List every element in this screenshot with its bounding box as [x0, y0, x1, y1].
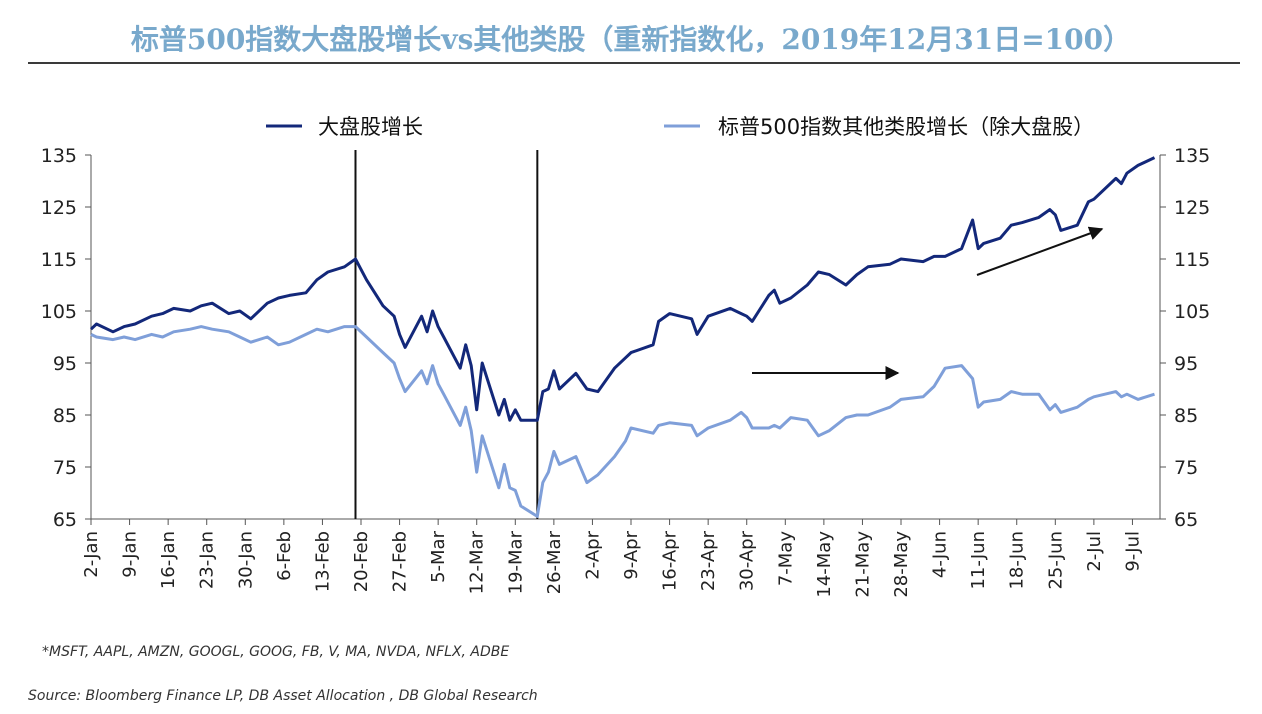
x-tick-label: 27-Feb — [390, 531, 411, 592]
x-tick-label: 30-Jan — [235, 531, 256, 589]
x-tick-label: 14-May — [814, 531, 835, 598]
x-tick-label: 28-May — [891, 531, 912, 598]
x-tick-label: 21-May — [852, 531, 873, 598]
x-tick-label: 16-Apr — [660, 530, 681, 591]
source-note: Source: Bloomberg Finance LP, DB Asset A… — [28, 688, 538, 704]
y-tick-label-right: 85 — [1174, 405, 1198, 427]
y-tick-label-right: 95 — [1174, 353, 1198, 375]
x-tick-label: 7-May — [775, 531, 796, 587]
y-tick-label-left: 65 — [53, 509, 77, 531]
y-tick-label-left: 105 — [41, 301, 77, 323]
x-tick-label: 30-Apr — [737, 530, 758, 591]
x-tick-label: 12-Mar — [467, 530, 488, 594]
x-tick-label: 2-Jul — [1084, 531, 1105, 572]
chart-title: 标普500指数大盘股增长vs其他类股（重新指数化，2019年12月31日=100… — [130, 23, 1132, 56]
x-tick-label: 2-Jan — [81, 531, 102, 578]
x-tick-label: 9-Apr — [621, 530, 642, 579]
y-tick-label-left: 125 — [41, 197, 77, 219]
x-tick-label: 26-Mar — [544, 530, 565, 594]
x-tick-label: 4-Jun — [930, 531, 951, 578]
y-tick-label-right: 125 — [1174, 197, 1210, 219]
legend-label-mega-cap: 大盘股增长 — [318, 115, 423, 139]
x-tick-label: 25-Jun — [1045, 531, 1066, 590]
x-tick-label: 18-Jun — [1007, 531, 1028, 590]
trend-arrow-mega-cap — [976, 226, 1104, 276]
y-tick-label-left: 75 — [53, 457, 77, 479]
x-tick-label: 23-Apr — [698, 530, 719, 591]
y-tick-label-left: 135 — [41, 145, 77, 167]
x-tick-label: 13-Feb — [312, 531, 333, 592]
x-tick-label: 5-Mar — [428, 530, 449, 583]
title-divider — [28, 62, 1240, 64]
y-tick-label-left: 95 — [53, 353, 77, 375]
x-tick-label: 2-Apr — [582, 530, 603, 579]
footnote: *MSFT, AAPL, AMZN, GOOGL, GOOG, FB, V, M… — [42, 644, 510, 660]
x-tick-label: 23-Jan — [197, 531, 218, 589]
y-tick-label-right: 75 — [1174, 457, 1198, 479]
y-tick-label-right: 115 — [1174, 249, 1210, 271]
y-tick-label-left: 85 — [53, 405, 77, 427]
x-tick-label: 16-Jan — [158, 531, 179, 589]
y-tick-label-left: 115 — [41, 249, 77, 271]
series-line-rest — [90, 325, 1155, 518]
x-tick-label: 19-Mar — [505, 530, 526, 594]
y-tick-label-right: 135 — [1174, 145, 1210, 167]
x-tick-label: 9-Jul — [1122, 531, 1143, 572]
x-tick-label: 9-Jan — [120, 531, 141, 578]
x-tick-label: 11-Jun — [968, 531, 989, 590]
legend-label-rest: 标普500指数其他类股增长（除大盘股） — [718, 115, 1094, 139]
x-tick-label: 6-Feb — [274, 531, 295, 581]
y-tick-label-right: 105 — [1174, 301, 1210, 323]
x-tick-label: 20-Feb — [351, 531, 372, 592]
y-tick-label-right: 65 — [1174, 509, 1198, 531]
series-line-mega-cap — [89, 156, 1156, 422]
